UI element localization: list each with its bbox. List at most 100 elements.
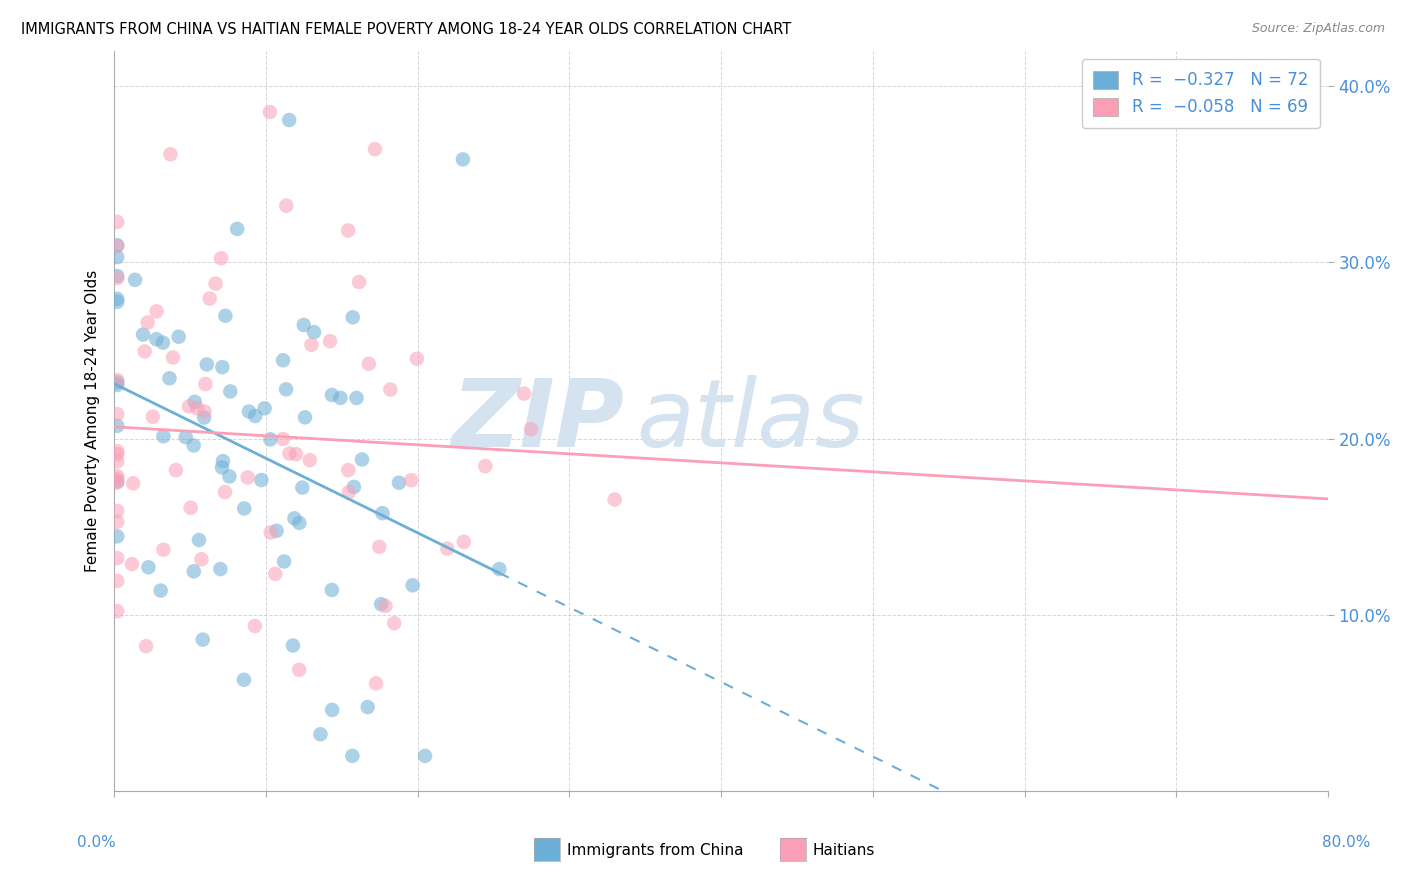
Point bbox=[364, 142, 387, 156]
Point bbox=[183, 564, 205, 578]
Text: 0.0%: 0.0% bbox=[77, 836, 117, 850]
Point bbox=[212, 454, 235, 468]
Point bbox=[276, 199, 298, 213]
Point bbox=[253, 401, 276, 416]
Point bbox=[159, 147, 181, 161]
Point bbox=[273, 554, 295, 568]
Point bbox=[520, 422, 543, 436]
Point bbox=[105, 551, 128, 566]
Text: 80.0%: 80.0% bbox=[1323, 836, 1371, 850]
Point bbox=[132, 327, 155, 342]
Text: IMMIGRANTS FROM CHINA VS HAITIAN FEMALE POVERTY AMONG 18-24 YEAR OLDS CORRELATIO: IMMIGRANTS FROM CHINA VS HAITIAN FEMALE … bbox=[21, 22, 792, 37]
Point bbox=[211, 360, 233, 375]
Point bbox=[105, 574, 128, 588]
Point bbox=[191, 632, 214, 647]
Point bbox=[259, 433, 281, 447]
Point bbox=[238, 404, 260, 418]
Point bbox=[105, 472, 128, 486]
Point bbox=[159, 371, 181, 385]
Point bbox=[278, 113, 301, 128]
Point bbox=[105, 292, 128, 306]
Point bbox=[368, 540, 391, 554]
Point bbox=[321, 582, 343, 597]
Point bbox=[453, 534, 475, 549]
Point bbox=[245, 409, 267, 423]
Point bbox=[174, 430, 197, 444]
Point bbox=[105, 504, 128, 518]
Point bbox=[301, 338, 323, 352]
Point bbox=[288, 663, 311, 677]
Point bbox=[236, 470, 259, 484]
Y-axis label: Female Poverty Among 18-24 Year Olds: Female Poverty Among 18-24 Year Olds bbox=[86, 269, 100, 572]
Point bbox=[264, 566, 287, 581]
Point bbox=[271, 432, 294, 446]
Point bbox=[105, 239, 128, 253]
Point bbox=[121, 557, 143, 571]
Point bbox=[406, 351, 429, 366]
Point bbox=[105, 268, 128, 283]
Point bbox=[149, 583, 172, 598]
Point bbox=[152, 429, 174, 443]
Point bbox=[401, 473, 423, 487]
Point bbox=[309, 727, 332, 741]
Point bbox=[346, 391, 368, 405]
Point bbox=[259, 105, 281, 120]
Point bbox=[370, 597, 392, 611]
Point bbox=[180, 500, 202, 515]
Point bbox=[413, 748, 436, 763]
Text: Haitians: Haitians bbox=[813, 843, 875, 857]
Point bbox=[292, 318, 315, 332]
Point bbox=[278, 446, 301, 460]
Point bbox=[451, 153, 474, 167]
Point bbox=[105, 407, 128, 421]
Point bbox=[105, 475, 128, 490]
Point bbox=[105, 294, 128, 309]
Point bbox=[165, 463, 187, 477]
Point bbox=[283, 511, 305, 525]
Legend: R =  −0.327   N = 72, R =  −0.058   N = 69: R = −0.327 N = 72, R = −0.058 N = 69 bbox=[1081, 59, 1320, 128]
Point bbox=[513, 386, 536, 401]
Point bbox=[105, 529, 128, 543]
Point bbox=[214, 485, 236, 500]
Point bbox=[194, 377, 217, 392]
Point bbox=[260, 525, 283, 540]
Point bbox=[271, 353, 294, 368]
Text: Immigrants from China: Immigrants from China bbox=[567, 843, 744, 857]
Point bbox=[138, 560, 160, 574]
Point bbox=[218, 469, 240, 483]
Point bbox=[474, 459, 496, 474]
Point bbox=[291, 481, 314, 495]
Point bbox=[209, 252, 232, 266]
Point bbox=[105, 376, 128, 390]
Point bbox=[162, 351, 184, 365]
Point bbox=[380, 383, 402, 397]
Point bbox=[342, 310, 364, 325]
Point bbox=[233, 673, 256, 687]
Point bbox=[233, 501, 256, 516]
Point bbox=[105, 418, 128, 433]
Point bbox=[105, 515, 128, 529]
Point bbox=[167, 329, 190, 343]
Point bbox=[142, 409, 165, 424]
Point bbox=[337, 223, 360, 237]
Point bbox=[198, 292, 221, 306]
Text: ZIP: ZIP bbox=[451, 375, 624, 467]
Point bbox=[122, 476, 145, 491]
Point bbox=[488, 562, 510, 576]
Point bbox=[321, 703, 343, 717]
Point bbox=[329, 391, 352, 405]
Point bbox=[188, 533, 211, 547]
Point bbox=[250, 473, 273, 487]
Point bbox=[319, 334, 342, 348]
Point bbox=[134, 344, 156, 359]
Point bbox=[350, 452, 373, 467]
Point bbox=[382, 616, 405, 631]
Point bbox=[266, 524, 288, 538]
Point bbox=[298, 453, 321, 467]
Point bbox=[357, 357, 380, 371]
Point bbox=[105, 447, 128, 461]
Point bbox=[152, 542, 174, 557]
Point bbox=[190, 552, 212, 566]
Point bbox=[105, 215, 128, 229]
Text: Source: ZipAtlas.com: Source: ZipAtlas.com bbox=[1251, 22, 1385, 36]
